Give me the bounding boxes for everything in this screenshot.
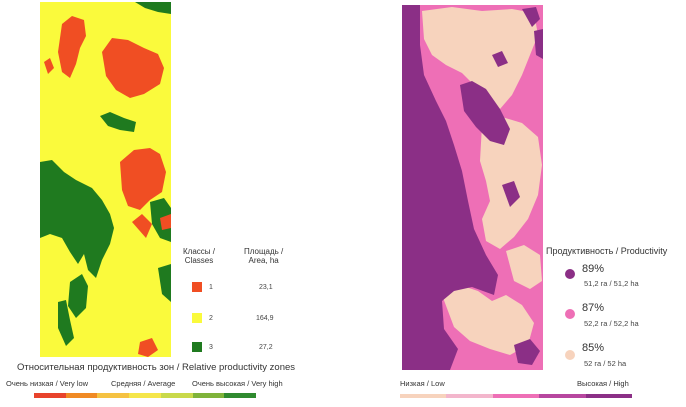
scale-segment <box>492 394 540 398</box>
scale-segment <box>539 394 586 398</box>
legend-area-2: 164,9 <box>256 315 274 322</box>
relative-productivity-color-scale <box>34 393 257 398</box>
scale-segment <box>97 393 130 398</box>
legend-class-1: 1 <box>209 284 213 291</box>
legend-class-2: 2 <box>209 315 213 322</box>
productivity-legend-title: Продуктивность / Productivity <box>546 246 668 256</box>
legend-area-1: 23,1 <box>259 284 273 291</box>
legend-percent-89: 89% <box>582 263 605 275</box>
legend-area-87: 52,2 га / 52,2 ha <box>584 319 639 328</box>
productivity-color-scale <box>400 394 633 398</box>
legend-swatch-class-3 <box>192 342 202 352</box>
scale-segment <box>224 393 257 398</box>
productivity-map <box>402 5 543 370</box>
scale-label-high: Высокая / High <box>577 379 629 388</box>
scale-label-average: Средняя / Average <box>111 379 176 388</box>
legend-percent-85: 85% <box>582 342 605 354</box>
scale-segment <box>129 393 161 398</box>
scale-segment <box>400 394 447 398</box>
area-header: Площадь / Area, ha <box>244 247 284 265</box>
scale-label-low: Низкая / Low <box>400 379 445 388</box>
scale-label-very-high: Очень высокая / Very high <box>192 379 283 388</box>
legend-percent-87: 87% <box>582 302 605 314</box>
scale-segment <box>160 393 193 398</box>
scale-segment <box>65 393 98 398</box>
relative-productivity-title: Относительная продуктивность зон / Relat… <box>17 362 296 373</box>
relative-productivity-map <box>40 2 171 357</box>
scale-segment <box>34 393 66 398</box>
legend-swatch-class-2 <box>192 313 202 323</box>
scale-segment <box>192 393 225 398</box>
legend-area-89: 51,2 га / 51,2 ha <box>584 279 639 288</box>
legend-swatch-class-1 <box>192 282 202 292</box>
scale-segment <box>446 394 493 398</box>
legend-class-3: 3 <box>209 344 213 351</box>
scale-label-very-low: Очень низкая / Very low <box>6 379 89 388</box>
scale-segment <box>585 394 633 398</box>
legend-area-85: 52 га / 52 ha <box>584 359 627 368</box>
legend-area-3: 27,2 <box>259 344 273 351</box>
classes-header: Классы / Classes <box>183 247 215 265</box>
legend-dot-85 <box>565 350 575 360</box>
legend-dot-87 <box>565 309 575 319</box>
legend-dot-89 <box>565 269 575 279</box>
